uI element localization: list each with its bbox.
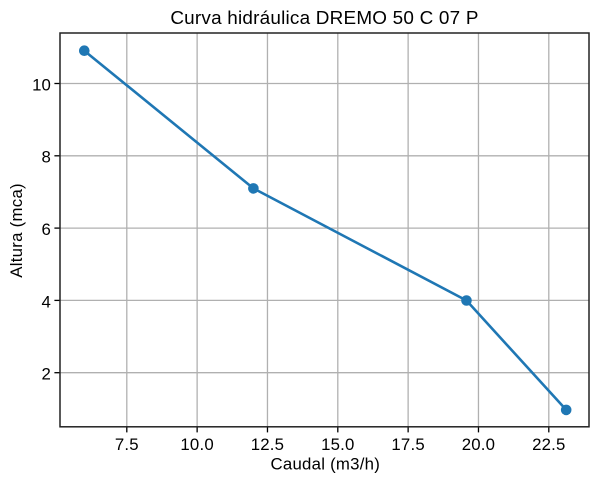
svg-text:2: 2	[41, 365, 50, 384]
svg-text:20.0: 20.0	[462, 435, 495, 454]
svg-text:Curva hidráulica DREMO 50 C 07: Curva hidráulica DREMO 50 C 07 P	[170, 8, 478, 29]
svg-text:7.5: 7.5	[115, 435, 139, 454]
svg-text:22.5: 22.5	[532, 435, 565, 454]
svg-text:12.5: 12.5	[251, 435, 284, 454]
svg-text:4: 4	[41, 292, 50, 311]
svg-text:6: 6	[41, 220, 50, 239]
svg-text:15.0: 15.0	[321, 435, 354, 454]
svg-text:8: 8	[41, 148, 50, 167]
svg-text:10.0: 10.0	[180, 435, 213, 454]
svg-text:Caudal (m3/h): Caudal (m3/h)	[271, 454, 381, 473]
svg-text:10: 10	[32, 75, 51, 94]
svg-text:Altura (mca): Altura (mca)	[7, 183, 26, 278]
svg-text:17.5: 17.5	[391, 435, 424, 454]
